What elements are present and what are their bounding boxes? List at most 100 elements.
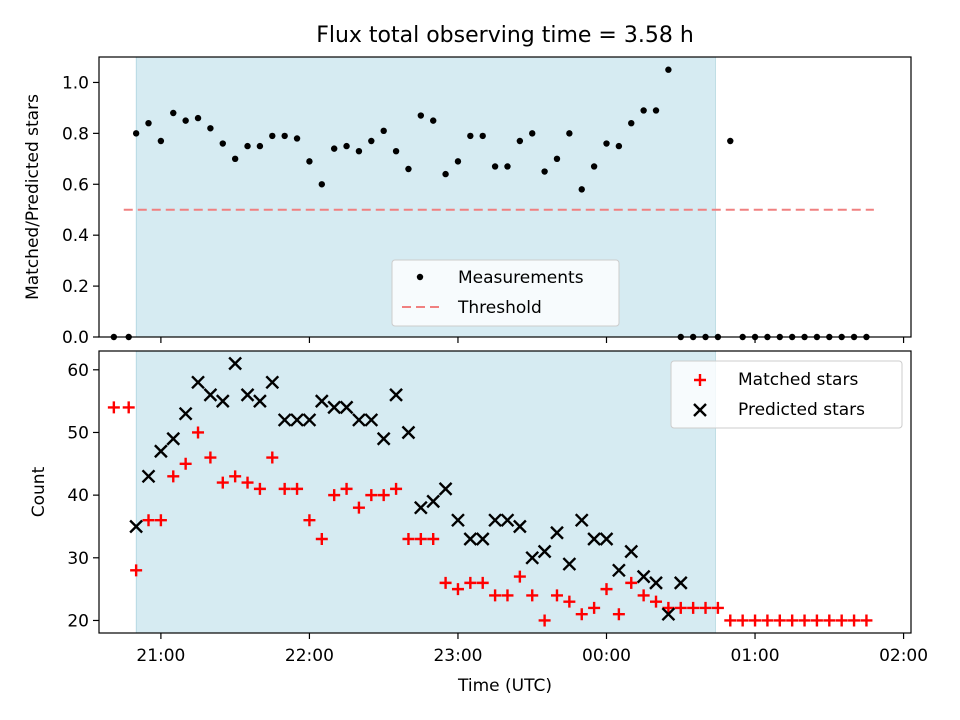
- matched-star-point: [266, 451, 279, 464]
- matched-star-point: [229, 470, 242, 483]
- predicted-star-point: [253, 394, 267, 408]
- y-tick-label: 0.0: [62, 328, 89, 348]
- legend-measurements-label: Measurements: [458, 268, 584, 288]
- matched-star-point: [550, 589, 563, 602]
- bottom-legend: Matched stars Predicted stars: [670, 360, 903, 429]
- matched-star-point: [625, 576, 638, 589]
- predicted-star-point: [562, 557, 577, 571]
- matched-star-point: [204, 451, 217, 464]
- predicted-star-point: [649, 576, 663, 590]
- predicted-star-point: [277, 413, 292, 427]
- measurement-point: [380, 127, 387, 135]
- measurement-point: [405, 165, 412, 173]
- predicted-star-point: [513, 519, 527, 534]
- predicted-star-point: [265, 375, 280, 390]
- top-legend-box: [391, 259, 620, 327]
- predicted-star-point: [240, 388, 255, 402]
- matched-star-point: [154, 514, 167, 527]
- measurement-points: [110, 66, 870, 341]
- bottom-shaded-span: [135, 350, 716, 634]
- measurement-point: [170, 109, 177, 117]
- bottom-legend-box: [670, 360, 903, 429]
- y-tick-label: 1.0: [62, 73, 89, 93]
- predicted-star-point: [426, 494, 441, 509]
- measurement-point: [553, 155, 561, 163]
- predicted-star-point: [129, 519, 143, 534]
- matched-star-point: [724, 614, 737, 627]
- matched-star-point: [501, 589, 514, 602]
- predicted-star-point: [636, 569, 651, 584]
- predicted-star-point: [339, 400, 354, 415]
- bottom-x-ticks: 21:00 22:00 23:00 00:00 01:00 02:00: [136, 633, 928, 666]
- matched-star-point: [860, 614, 873, 627]
- predicted-star-point: [302, 413, 317, 427]
- measurement-point: [194, 114, 202, 122]
- bottom-y-ticks: 20 30 40 50 60: [67, 361, 99, 631]
- measurement-point: [727, 137, 734, 145]
- measurement-point: [541, 168, 548, 175]
- predicted-star-point: [352, 413, 366, 427]
- predicted-star-point: [673, 576, 688, 590]
- measurement-point: [281, 132, 288, 140]
- matched-star-point: [687, 601, 700, 614]
- matched-star-point: [637, 589, 650, 602]
- matched-star-point: [773, 614, 786, 627]
- matched-star-point: [253, 482, 266, 495]
- matched-star-point: [761, 614, 774, 627]
- predicted-star-point: [463, 532, 478, 546]
- predicted-star-point: [290, 413, 304, 427]
- measurement-point: [219, 140, 226, 147]
- matched-star-point: [464, 576, 477, 589]
- measurement-point: [157, 137, 165, 145]
- top-panel: 0.0 0.2 0.4 0.6 0.8 1.0 Matched/Predicted sta…: [23, 56, 912, 348]
- legend-threshold-label: Threshold: [457, 298, 542, 318]
- top-legend: Measurements Threshold: [391, 259, 620, 327]
- predicted-star-point: [488, 513, 502, 528]
- measurement-point: [628, 119, 635, 127]
- matched-star-point: [303, 514, 316, 527]
- matched-star-point: [427, 533, 440, 545]
- predicted-star-point: [166, 431, 181, 446]
- y-tick-label: 50: [67, 423, 89, 443]
- bottom-y-axis-label: Count: [29, 466, 49, 517]
- predicted-star-point: [154, 444, 168, 459]
- measurement-point: [590, 163, 598, 170]
- matched-star-point: [563, 595, 576, 608]
- measurement-point: [392, 147, 400, 155]
- legend-measurements-marker: [416, 273, 424, 281]
- bottom-panel: 20 30 40 50 60 21:00 22:00 23:00 00:00 01:00 02:0…: [29, 350, 928, 696]
- matched-star-point: [352, 501, 365, 514]
- measurement-point: [652, 107, 660, 114]
- matched-star-point: [439, 576, 452, 589]
- predicted-star-point: [587, 532, 601, 546]
- predicted-star-point: [178, 406, 193, 421]
- matched-star-point: [142, 514, 155, 527]
- measurement-point: [454, 158, 462, 165]
- predicted-star-point: [314, 394, 329, 408]
- matched-star-point: [674, 601, 687, 614]
- matched-star-point: [179, 457, 192, 470]
- y-tick-label: 0.6: [62, 175, 89, 195]
- predicted-star-point: [661, 607, 676, 622]
- matched-star-point: [513, 570, 526, 583]
- matched-star-point: [377, 489, 390, 502]
- measurement-point: [430, 117, 437, 124]
- measurement-point: [479, 132, 486, 140]
- matched-star-point: [575, 608, 588, 621]
- measurement-point: [293, 135, 301, 142]
- predicted-star-point: [413, 500, 428, 515]
- matched-star-point: [749, 614, 762, 627]
- measurement-point: [491, 163, 499, 170]
- matched-star-point: [489, 589, 502, 602]
- measurement-point: [442, 170, 449, 178]
- matched-star-point: [711, 601, 724, 614]
- matched-star-point: [167, 470, 180, 483]
- predicted-star-markers: [129, 356, 688, 622]
- matched-star-point: [192, 426, 205, 439]
- measurement-point: [578, 186, 585, 193]
- predicted-star-point: [401, 425, 416, 440]
- matched-star-point: [798, 614, 811, 627]
- y-tick-label: 20: [67, 611, 89, 631]
- measurement-point: [318, 181, 326, 188]
- matched-star-markers: [107, 401, 873, 627]
